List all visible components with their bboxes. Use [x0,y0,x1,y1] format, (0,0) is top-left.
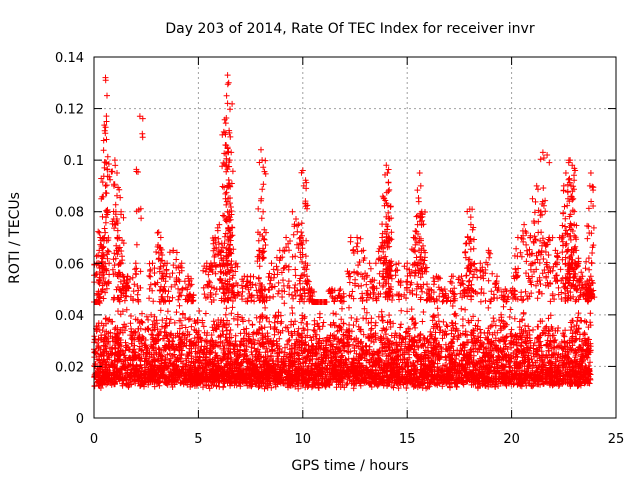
x-tick-label: 15 [399,432,416,447]
y-tick-label: 0.02 [55,360,84,375]
y-tick-label: 0.08 [55,206,84,221]
plot-frame [93,56,617,419]
x-axis-label: GPS time / hours [291,458,408,474]
y-tick-label: 0.06 [55,257,84,272]
x-tick-label: 10 [295,432,312,447]
y-tick-label: 0.12 [55,103,84,118]
axis-ticks: 0 0.02 0.04 0.06 0.08 0.1 0.12 0.14 0 5 10 15 20 25 [55,51,624,447]
x-tick-label: 0 [90,432,98,447]
y-tick-label: 0 [76,412,84,427]
y-tick-label: 0.1 [63,154,84,169]
data-points [91,72,598,392]
scatter-point-markers [91,72,598,392]
x-tick-label: 20 [503,432,520,447]
x-tick-label: 25 [608,432,625,447]
x-tick-label: 5 [194,432,202,447]
chart-title: Day 203 of 2014, Rate Of TEC Index for r… [165,21,534,37]
y-axis-label: ROTI / TECUs [7,192,23,284]
y-tick-label: 0.04 [55,309,84,324]
y-tick-label: 0.14 [55,51,84,66]
